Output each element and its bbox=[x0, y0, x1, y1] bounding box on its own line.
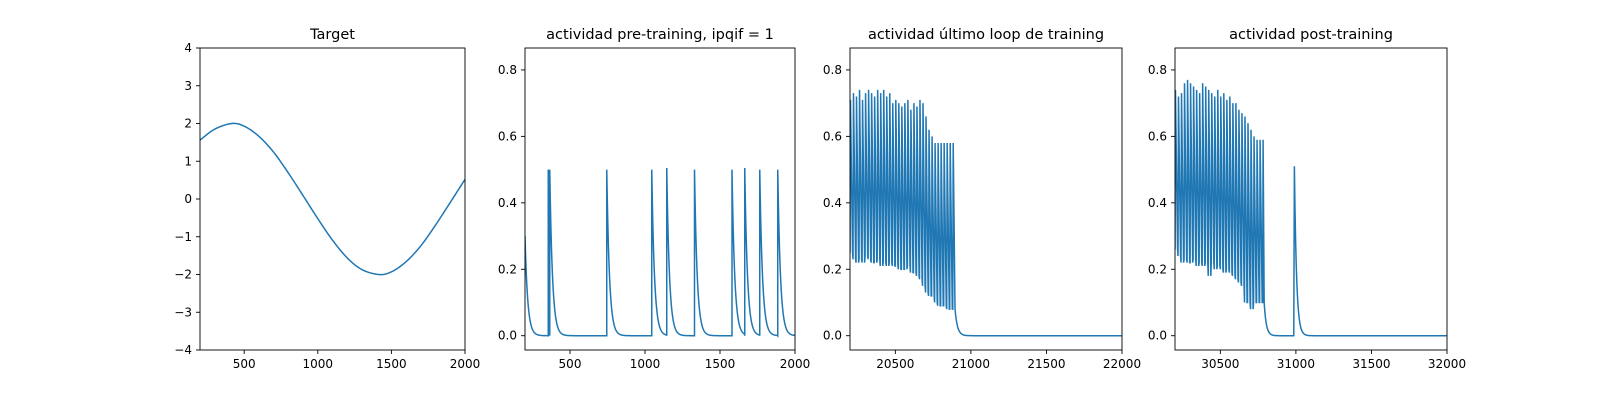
y-tick-label: 0.6 bbox=[498, 129, 517, 143]
chart-title: actividad último loop de training bbox=[868, 27, 1104, 43]
y-tick-label: 0.8 bbox=[498, 63, 517, 77]
subplot-3: 20500 21000 21500 22000 0.0 0.2 0.4 0.6 0.8 activ… bbox=[823, 27, 1141, 371]
series-line bbox=[200, 122, 465, 276]
x-tick-label: 21000 bbox=[952, 357, 990, 371]
axes-frame bbox=[199, 47, 466, 351]
chart-title: actividad pre-training, ipqif = 1 bbox=[546, 27, 774, 43]
y-tick-label: 4 bbox=[184, 41, 192, 55]
x-tick-label: 31500 bbox=[1352, 357, 1390, 371]
y-tick-label: 0 bbox=[184, 192, 192, 206]
series-line bbox=[850, 89, 1122, 337]
x-tick-label: 31000 bbox=[1277, 357, 1315, 371]
y-tick-label: 0.2 bbox=[498, 262, 517, 276]
series-line bbox=[525, 167, 795, 339]
y-tick-label: 0.2 bbox=[1148, 262, 1167, 276]
y-tick-label: −4 bbox=[174, 343, 192, 357]
x-tick-label: 1000 bbox=[630, 357, 661, 371]
x-tick-label: 500 bbox=[233, 357, 256, 371]
x-tick-label: 500 bbox=[559, 357, 582, 371]
subplot-1: 500 1000 1500 2000 −4 −3 −2 −1 0 1 2 3 4 Target bbox=[174, 27, 480, 371]
x-tick-label: 32000 bbox=[1428, 357, 1466, 371]
y-tick-label: −1 bbox=[174, 230, 192, 244]
x-tick-label: 21500 bbox=[1027, 357, 1065, 371]
axes-frame bbox=[1174, 47, 1448, 351]
x-tick-label: 1500 bbox=[376, 357, 407, 371]
x-tick-label: 1000 bbox=[303, 357, 334, 371]
axes-frame bbox=[849, 47, 1123, 351]
y-tick-label: 0.4 bbox=[498, 196, 517, 210]
y-tick-label: 0.6 bbox=[1148, 129, 1167, 143]
y-tick-label: 2 bbox=[184, 117, 192, 131]
y-tick-label: 3 bbox=[184, 79, 192, 93]
subplot-2: 500 1000 1500 2000 0.0 0.2 0.4 0.6 0.8 actividad … bbox=[498, 27, 810, 371]
x-tick-label: 2000 bbox=[450, 357, 481, 371]
x-tick-label: 20500 bbox=[876, 357, 914, 371]
chart-title: actividad post-training bbox=[1229, 27, 1393, 43]
x-tick-label: 22000 bbox=[1103, 357, 1141, 371]
chart-title: Target bbox=[309, 27, 355, 43]
y-tick-label: 0.4 bbox=[823, 196, 842, 210]
x-tick-label: 30500 bbox=[1201, 357, 1239, 371]
y-tick-label: 0.0 bbox=[498, 329, 517, 343]
axes-frame bbox=[524, 47, 796, 351]
y-tick-label: 0.8 bbox=[823, 63, 842, 77]
y-tick-label: 0.0 bbox=[1148, 329, 1167, 343]
x-tick-label: 2000 bbox=[780, 357, 811, 371]
y-tick-label: 1 bbox=[184, 154, 192, 168]
subplot-4: 30500 31000 31500 32000 0.0 0.2 0.4 0.6 0.8 activ… bbox=[1148, 27, 1466, 371]
y-tick-label: 0.6 bbox=[823, 129, 842, 143]
x-tick-label: 1500 bbox=[705, 357, 736, 371]
y-tick-label: 0.8 bbox=[1148, 63, 1167, 77]
y-tick-label: −2 bbox=[174, 268, 192, 282]
series-line bbox=[1175, 79, 1447, 337]
y-tick-label: −3 bbox=[174, 305, 192, 319]
y-tick-label: 0.4 bbox=[1148, 196, 1167, 210]
y-tick-label: 0.2 bbox=[823, 262, 842, 276]
y-tick-label: 0.0 bbox=[823, 329, 842, 343]
